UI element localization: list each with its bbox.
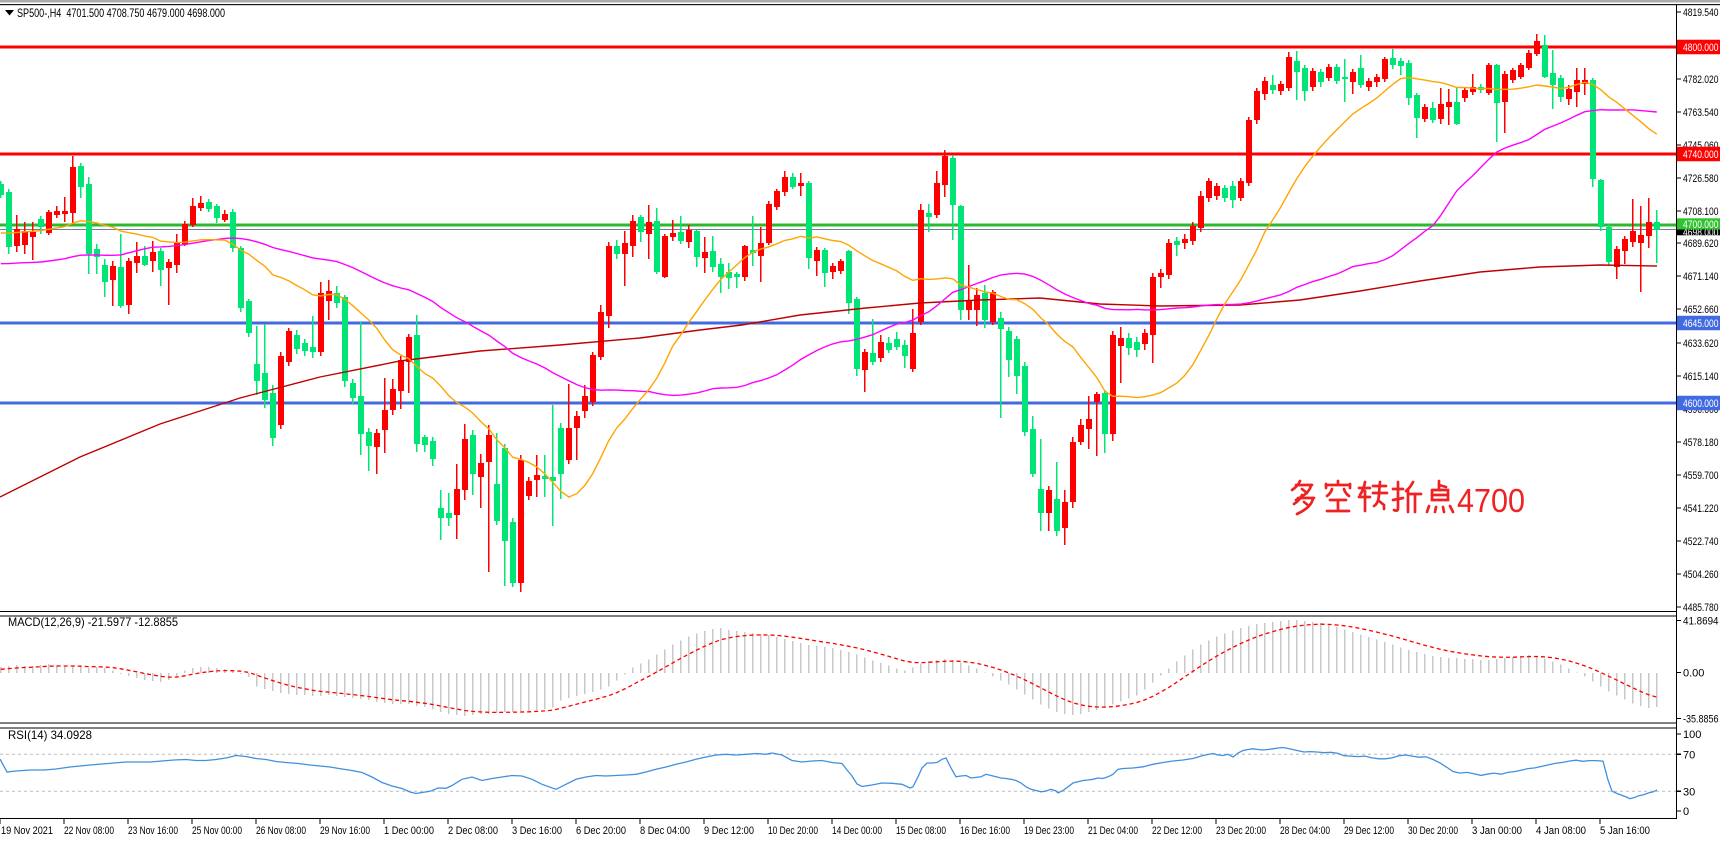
svg-text:2 Dec 08:00: 2 Dec 08:00 [448,825,498,837]
svg-text:4700.000: 4700.000 [1683,219,1719,231]
svg-text:4578.180: 4578.180 [1683,437,1719,449]
svg-text:MACD(12,26,9) -21.5977 -12.885: MACD(12,26,9) -21.5977 -12.8855 [8,615,178,629]
svg-text:4645.000: 4645.000 [1683,318,1719,330]
svg-text:0: 0 [1683,806,1689,818]
svg-text:4600.000: 4600.000 [1683,398,1719,410]
svg-text:4633.620: 4633.620 [1683,338,1719,350]
svg-text:4689.620: 4689.620 [1683,238,1719,250]
svg-text:4504.260: 4504.260 [1683,569,1719,581]
svg-text:4652.660: 4652.660 [1683,304,1719,316]
svg-text:4708.100: 4708.100 [1683,206,1719,218]
svg-text:8 Dec 04:00: 8 Dec 04:00 [640,825,690,837]
svg-text:4522.740: 4522.740 [1683,536,1719,548]
svg-text:3 Dec 16:00: 3 Dec 16:00 [512,825,562,837]
svg-text:4615.140: 4615.140 [1683,371,1719,383]
svg-text:29 Dec 12:00: 29 Dec 12:00 [1344,825,1394,837]
svg-text:4819.540: 4819.540 [1683,7,1719,19]
svg-text:4559.700: 4559.700 [1683,470,1719,482]
svg-text:14 Dec 00:00: 14 Dec 00:00 [832,825,882,837]
svg-text:23 Dec 20:00: 23 Dec 20:00 [1216,825,1266,837]
svg-text:0.00: 0.00 [1683,668,1704,680]
svg-text:4698.000: 4698.000 [1683,227,1719,239]
svg-text:41.8694: 41.8694 [1683,616,1719,628]
svg-text:4800.000: 4800.000 [1683,42,1719,54]
svg-text:5 Jan 16:00: 5 Jan 16:00 [1600,825,1650,837]
svg-text:4700: 4700 [1457,482,1525,519]
svg-text:23 Nov 16:00: 23 Nov 16:00 [128,825,178,837]
svg-text:22 Nov 08:00: 22 Nov 08:00 [64,825,114,837]
svg-text:26 Nov 08:00: 26 Nov 08:00 [256,825,306,837]
svg-text:4485.780: 4485.780 [1683,602,1719,614]
svg-text:4541.220: 4541.220 [1683,503,1719,515]
svg-text:4671.140: 4671.140 [1683,271,1719,283]
svg-text:4 Jan 08:00: 4 Jan 08:00 [1536,825,1586,837]
svg-text:28 Dec 04:00: 28 Dec 04:00 [1280,825,1330,837]
svg-text:16 Dec 16:00: 16 Dec 16:00 [960,825,1010,837]
svg-text:4763.540: 4763.540 [1683,107,1719,119]
svg-text:-35.8856: -35.8856 [1683,714,1719,726]
svg-text:30: 30 [1683,786,1695,798]
svg-text:4726.580: 4726.580 [1683,173,1719,185]
svg-text:9 Dec 12:00: 9 Dec 12:00 [704,825,754,837]
svg-text:SP500-,H4 4701.500 4708.750 4: SP500-,H4 4701.500 4708.750 4679.000 469… [17,6,225,20]
svg-text:1 Dec 00:00: 1 Dec 00:00 [384,825,434,837]
svg-text:22 Dec 12:00: 22 Dec 12:00 [1152,825,1202,837]
svg-text:19 Nov 2021: 19 Nov 2021 [1,825,53,837]
svg-text:3 Jan 00:00: 3 Jan 00:00 [1472,825,1522,837]
svg-text:RSI(14) 34.0928: RSI(14) 34.0928 [8,728,92,742]
svg-text:30 Dec 20:00: 30 Dec 20:00 [1408,825,1458,837]
svg-text:21 Dec 04:00: 21 Dec 04:00 [1088,825,1138,837]
svg-text:10 Dec 20:00: 10 Dec 20:00 [768,825,818,837]
svg-text:15 Dec 08:00: 15 Dec 08:00 [896,825,946,837]
svg-text:70: 70 [1683,749,1695,761]
svg-text:6 Dec 20:00: 6 Dec 20:00 [576,825,626,837]
svg-text:4740.000: 4740.000 [1683,149,1719,161]
svg-text:4782.020: 4782.020 [1683,74,1719,86]
svg-text:29 Nov 16:00: 29 Nov 16:00 [320,825,370,837]
svg-text:100: 100 [1683,729,1701,741]
svg-text:19 Dec 23:00: 19 Dec 23:00 [1024,825,1074,837]
svg-text:25 Nov 00:00: 25 Nov 00:00 [192,825,242,837]
